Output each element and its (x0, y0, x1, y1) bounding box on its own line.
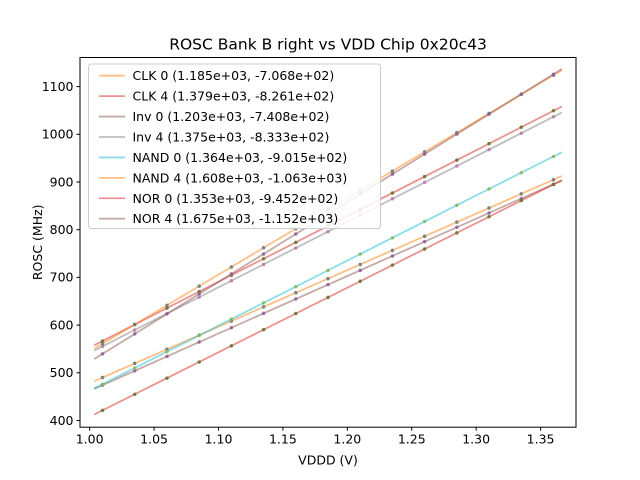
x-axis-ticks: 1.00 1.05 1.10 1.15 1.20 1.25 1.30 1.35 (76, 427, 555, 447)
y-axis-ticks: 400 500 600 700 800 900 1000 1100 (42, 79, 80, 428)
y-tick-label: 400 (50, 413, 74, 428)
legend-entry-label: NAND 0 (1.364e+03, -9.015e+02) (133, 150, 348, 165)
series-layer (93, 68, 563, 416)
y-tick-label: 700 (50, 270, 74, 285)
x-tick-label: 1.15 (269, 432, 297, 447)
y-tick-label: 800 (50, 222, 74, 237)
series-nor-0 (93, 179, 563, 416)
legend-entry-label: CLK 4 (1.379e+03, -8.261e+02) (133, 89, 335, 104)
y-axis-label: ROSC (MHz) (30, 204, 45, 280)
chart-title: ROSC Bank B right vs VDD Chip 0x20c43 (169, 36, 487, 54)
legend-entry-label: Inv 4 (1.375e+03, -8.333e+02) (133, 129, 330, 144)
x-tick-label: 1.00 (76, 432, 104, 447)
x-tick-label: 1.20 (333, 432, 361, 447)
y-tick-label: 600 (50, 317, 74, 332)
x-tick-label: 1.25 (398, 432, 426, 447)
y-tick-label: 1100 (42, 79, 74, 94)
x-tick-label: 1.10 (205, 432, 233, 447)
x-tick-label: 1.30 (462, 432, 490, 447)
legend-entry-label: Inv 0 (1.203e+03, -7.408e+02) (133, 109, 330, 124)
legend-entry-label: NOR 0 (1.353e+03, -9.452e+02) (133, 191, 339, 206)
series-clk-0 (93, 175, 563, 382)
series-nand-0 (93, 151, 563, 390)
plot-frame (79, 57, 577, 428)
legend-entry-label: NAND 4 (1.608e+03, -1.063e+03) (133, 170, 348, 185)
fit-line (93, 175, 563, 382)
x-axis-label: VDDD (V) (298, 453, 358, 468)
y-tick-label: 500 (50, 365, 74, 380)
fit-line (93, 179, 563, 390)
legend-box (88, 63, 381, 229)
x-tick-label: 1.05 (140, 432, 168, 447)
legend-entry-label: CLK 0 (1.185e+03, -7.068e+02) (133, 68, 335, 83)
y-tick-label: 900 (50, 174, 74, 189)
legend-entry-label: NOR 4 (1.675e+03, -1.152e+03) (133, 211, 339, 226)
fit-line (93, 179, 563, 416)
fit-line (93, 151, 563, 390)
y-tick-label: 1000 (42, 127, 74, 142)
legend: CLK 0 (1.185e+03, -7.068e+02) CLK 4 (1.37… (88, 63, 381, 229)
x-tick-label: 1.35 (527, 432, 555, 447)
